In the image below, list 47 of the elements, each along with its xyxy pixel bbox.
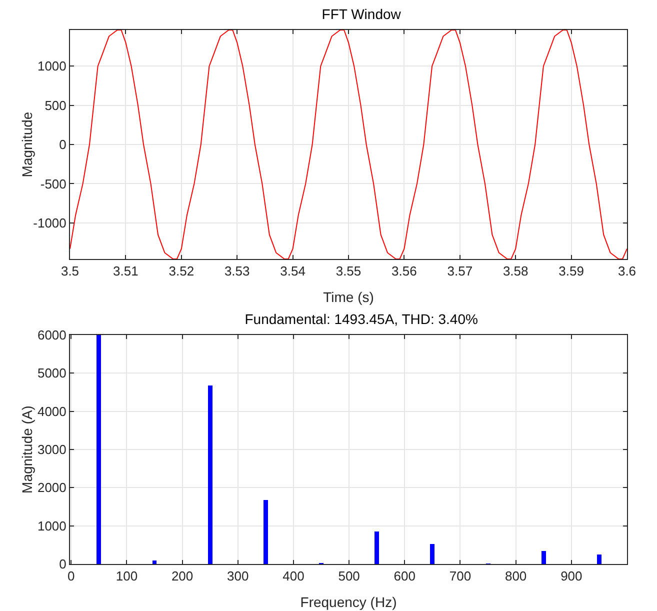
y-tick-label: 5000	[37, 366, 66, 381]
x-tick-label: 3.57	[447, 264, 473, 279]
y-tick-label: 6000	[37, 328, 66, 343]
x-tick-label: 700	[449, 568, 472, 584]
chart-title: FFT Window	[322, 6, 402, 22]
y-axis-title: Magnitude (A)	[19, 406, 35, 494]
y-tick-label: 4000	[37, 404, 66, 419]
y-tick-label: -1000	[33, 215, 66, 230]
x-tick-label: 200	[171, 568, 194, 584]
x-tick-label: 3.51	[113, 264, 138, 279]
x-tick-label: 300	[227, 568, 249, 584]
bar	[374, 532, 380, 564]
x-tick-label: 3.54	[280, 264, 306, 279]
bar	[208, 385, 212, 564]
y-tick-label: 0	[59, 556, 66, 572]
x-tick-label: 3.58	[502, 264, 528, 279]
y-tick-label: 0	[59, 137, 66, 152]
x-axis-title: Frequency (Hz)	[300, 594, 397, 610]
x-tick-label: 3.53	[224, 264, 250, 279]
x-tick-label: 3.56	[392, 264, 417, 279]
y-tick-label: 1000	[37, 518, 66, 534]
y-tick-label: 500	[44, 98, 66, 113]
bar	[96, 335, 102, 564]
x-tick-label: 400	[282, 568, 304, 584]
x-tick-label: 500	[338, 568, 360, 584]
y-axis-title: Magnitude	[19, 112, 35, 178]
y-tick-label: 2000	[37, 480, 66, 496]
y-tick-label: -500	[40, 176, 66, 192]
x-tick-label: 800	[504, 568, 527, 584]
bar	[263, 500, 268, 564]
y-tick-label: 1000	[37, 58, 66, 74]
bar	[541, 551, 546, 564]
x-tick-label: 3.55	[336, 264, 362, 279]
y-tick-label: 3000	[37, 442, 66, 458]
bar	[152, 560, 157, 564]
chart-title: Fundamental: 1493.45A, THD: 3.40%	[244, 310, 478, 327]
x-tick-label: 3.52	[168, 264, 194, 279]
x-tick-label: 900	[560, 568, 582, 584]
x-axis-title: Time (s)	[323, 289, 374, 305]
x-tick-label: 3.6	[618, 264, 636, 279]
x-tick-label: 3.59	[558, 264, 584, 279]
bar	[430, 544, 435, 564]
x-tick-label: 3.5	[60, 264, 80, 279]
x-tick-label: 100	[116, 568, 138, 584]
bar	[596, 554, 602, 564]
x-tick-label: 600	[394, 568, 416, 584]
line-series	[70, 30, 627, 259]
